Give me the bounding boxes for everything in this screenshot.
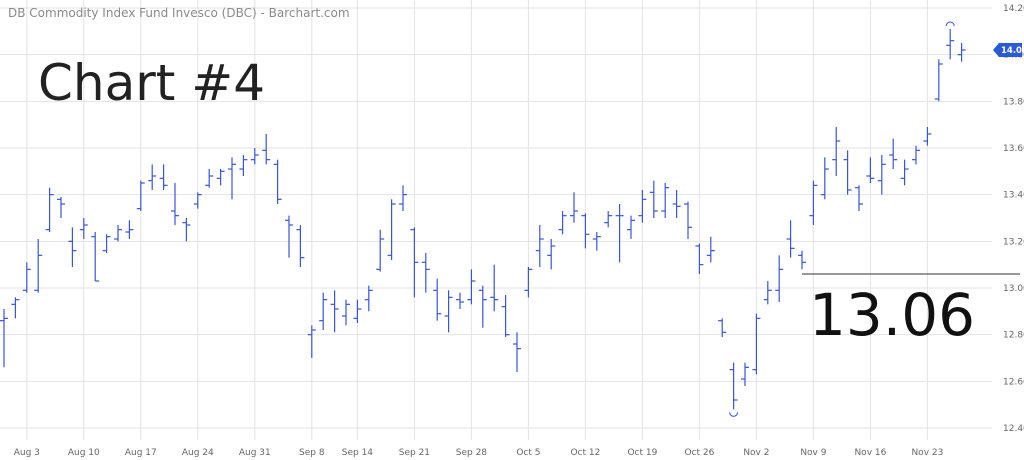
x-tick-label: Sep 21	[399, 448, 430, 458]
x-tick-label: Sep 28	[456, 448, 488, 458]
x-tick-label: Oct 5	[516, 448, 540, 458]
x-tick-label: Aug 10	[68, 448, 100, 458]
x-tick-label: Oct 12	[570, 448, 600, 458]
x-tick-label: Oct 26	[684, 448, 714, 458]
x-tick-label: Nov 23	[911, 448, 943, 458]
y-tick-label: 12.60	[1003, 377, 1024, 387]
marks	[0, 21, 966, 417]
x-tick-label: Nov 16	[854, 448, 886, 458]
low-marker	[729, 412, 739, 417]
y-tick-label: 13.40	[1003, 191, 1024, 201]
last-price-badge	[993, 43, 1022, 57]
y-tick-label: 13.60	[1003, 144, 1024, 154]
x-tick-label: Nov 2	[743, 448, 769, 458]
high-marker	[945, 21, 955, 27]
chart-title: DB Commodity Index Fund Invesco (DBC) - …	[8, 6, 350, 20]
x-tick-label: Aug 31	[239, 448, 271, 458]
annotation-label: 13.06	[809, 281, 975, 349]
y-tick-label: 13.00	[1003, 284, 1024, 294]
y-tick-label: 13.80	[1003, 97, 1024, 107]
x-tick-label: Sep 8	[299, 448, 325, 458]
x-tick-label: Nov 9	[800, 448, 826, 458]
y-tick-label: 12.80	[1003, 331, 1024, 341]
x-tick-label: Aug 24	[182, 448, 214, 458]
y-tick-label: 13.20	[1003, 237, 1024, 247]
chart-label: Chart #4	[38, 54, 265, 112]
x-tick-label: Aug 17	[125, 448, 157, 458]
x-tick-label: Aug 3	[14, 448, 40, 458]
x-tick-label: Oct 19	[627, 448, 657, 458]
last-price-label: 14.02	[1001, 46, 1024, 56]
x-tick-label: Sep 14	[342, 448, 374, 458]
y-tick-label: 14.20	[1003, 4, 1024, 14]
y-tick-label: 12.40	[1003, 424, 1024, 434]
